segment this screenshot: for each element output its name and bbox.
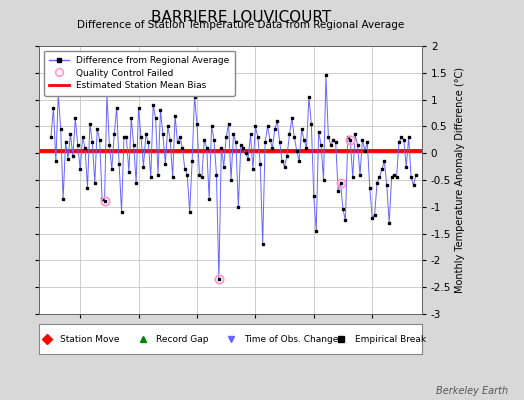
Y-axis label: Monthly Temperature Anomaly Difference (°C): Monthly Temperature Anomaly Difference (…	[455, 67, 465, 293]
Text: Berkeley Earth: Berkeley Earth	[436, 386, 508, 396]
Text: BARRIERE LOUVICOURT: BARRIERE LOUVICOURT	[151, 10, 331, 25]
Text: Station Move: Station Move	[60, 334, 120, 344]
Legend: Difference from Regional Average, Quality Control Failed, Estimated Station Mean: Difference from Regional Average, Qualit…	[44, 50, 235, 96]
Text: Time of Obs. Change: Time of Obs. Change	[244, 334, 339, 344]
Text: Empirical Break: Empirical Break	[355, 334, 426, 344]
Text: Difference of Station Temperature Data from Regional Average: Difference of Station Temperature Data f…	[78, 20, 405, 30]
Text: Record Gap: Record Gap	[156, 334, 209, 344]
